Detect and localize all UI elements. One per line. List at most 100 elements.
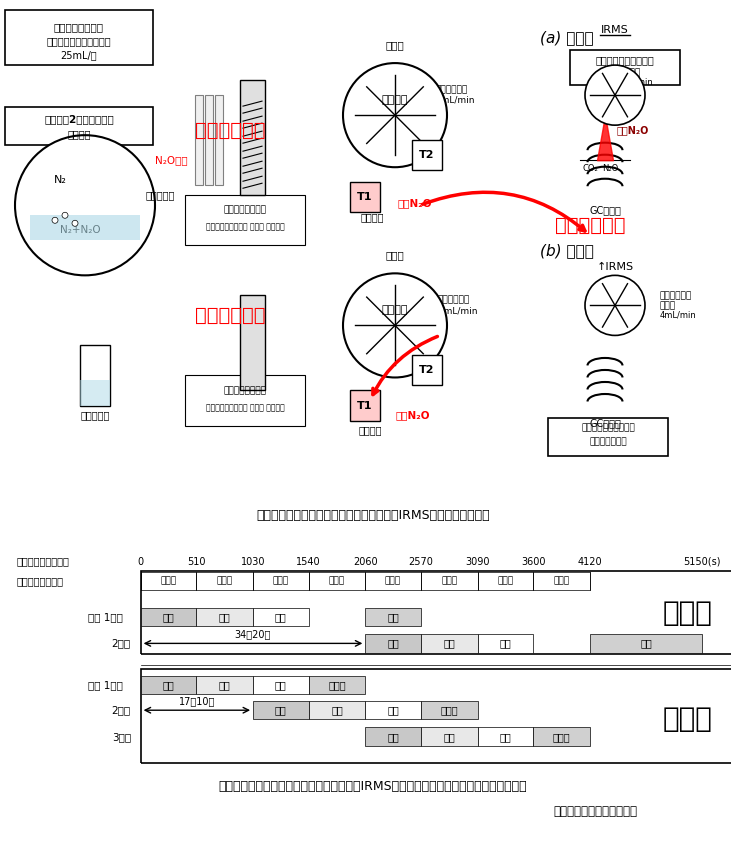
Text: （自作）: （自作） (67, 130, 91, 139)
Text: ベント: ベント (554, 576, 569, 586)
Text: 分離フェーズ: 分離フェーズ (555, 216, 625, 235)
FancyBboxPatch shape (141, 572, 196, 590)
FancyBboxPatch shape (253, 572, 309, 590)
Text: バルブポジション: バルブポジション (17, 576, 64, 586)
FancyBboxPatch shape (366, 634, 421, 652)
Text: 3090: 3090 (466, 556, 490, 567)
FancyBboxPatch shape (185, 195, 305, 245)
Circle shape (62, 213, 68, 219)
Circle shape (52, 217, 58, 223)
Text: T1: T1 (357, 193, 373, 202)
FancyBboxPatch shape (412, 140, 442, 170)
Text: 改良点：2穴あき注射針: 改良点：2穴あき注射針 (44, 114, 114, 124)
Text: 改良点：バックフラッ: 改良点：バックフラッ (581, 423, 635, 432)
Text: ループ: ループ (273, 576, 289, 586)
FancyBboxPatch shape (548, 417, 668, 455)
Text: GCカラム: GCカラム (589, 206, 621, 215)
Circle shape (585, 276, 645, 335)
FancyBboxPatch shape (253, 607, 309, 626)
Text: 1540: 1540 (296, 556, 321, 567)
FancyBboxPatch shape (412, 355, 442, 385)
Text: 洗浄: 洗浄 (640, 638, 652, 648)
FancyBboxPatch shape (5, 107, 153, 145)
Text: 34分20秒: 34分20秒 (235, 629, 272, 639)
Text: 移動: 移動 (443, 638, 455, 648)
Text: 移動フェーズ: 移動フェーズ (195, 306, 266, 325)
FancyBboxPatch shape (366, 572, 421, 590)
Text: ベント: ベント (441, 576, 457, 586)
Text: 従来法: 従来法 (662, 600, 712, 627)
Text: ループ: ループ (498, 576, 513, 586)
FancyBboxPatch shape (309, 701, 366, 720)
FancyBboxPatch shape (215, 95, 223, 185)
Text: ケミカルトラップ: ケミカルトラップ (224, 206, 266, 215)
Text: ヘリウムガス
2mL/min: ヘリウムガス 2mL/min (438, 295, 477, 315)
Text: 4120: 4120 (577, 556, 602, 567)
Circle shape (343, 273, 447, 378)
Text: 濃縮: 濃縮 (387, 732, 399, 741)
FancyBboxPatch shape (477, 572, 533, 590)
Text: 5150(s): 5150(s) (683, 556, 721, 567)
Text: （二酸化炭素吸着剤 および 脱水剤）: （二酸化炭素吸着剤 および 脱水剤） (206, 403, 284, 412)
Text: 濃縮フェーズ: 濃縮フェーズ (195, 121, 266, 140)
Text: 分離: 分離 (275, 680, 286, 689)
Text: 試料 1本目: 試料 1本目 (87, 612, 122, 622)
FancyBboxPatch shape (141, 676, 196, 694)
Text: ベント: ベント (329, 576, 345, 586)
Text: ヘリウムガス: ヘリウムガス (609, 68, 641, 78)
FancyBboxPatch shape (240, 80, 265, 195)
Text: 分離: 分離 (499, 732, 511, 741)
Text: 試料 1本目: 試料 1本目 (87, 680, 122, 689)
Text: ヘリウムガス: ヘリウムガス (660, 291, 692, 300)
Text: 液体窒素: 液体窒素 (360, 213, 383, 222)
Text: 改良点：バルブ２追加: 改良点：バルブ２追加 (595, 55, 654, 65)
Text: 0: 0 (138, 556, 144, 567)
Text: 濃縮: 濃縮 (275, 705, 286, 715)
FancyBboxPatch shape (80, 380, 110, 405)
Text: サンプル瓶: サンプル瓶 (81, 410, 110, 421)
Text: 分離: 分離 (499, 638, 511, 648)
FancyBboxPatch shape (5, 10, 153, 65)
Text: 逆洗浄: 逆洗浄 (440, 705, 458, 715)
FancyBboxPatch shape (366, 701, 421, 720)
Text: （箭田佐衣子、中島泰弘）: （箭田佐衣子、中島泰弘） (554, 805, 638, 818)
Text: 濃縮: 濃縮 (163, 612, 175, 622)
Text: 移動: 移動 (219, 680, 231, 689)
Text: ケミカルトラップ: ケミカルトラップ (224, 386, 266, 395)
Text: 逆洗浄: 逆洗浄 (553, 732, 570, 741)
Text: 2060: 2060 (353, 556, 377, 567)
FancyBboxPatch shape (253, 676, 309, 694)
Text: 移動: 移動 (219, 612, 231, 622)
FancyBboxPatch shape (421, 634, 477, 652)
Text: バルブ１: バルブ１ (382, 305, 408, 315)
FancyBboxPatch shape (350, 182, 380, 213)
FancyBboxPatch shape (421, 727, 477, 746)
Text: 分析開始からの時間: 分析開始からの時間 (17, 556, 69, 567)
FancyBboxPatch shape (205, 95, 213, 185)
Text: 液化N₂O: 液化N₂O (395, 410, 430, 421)
FancyBboxPatch shape (421, 572, 477, 590)
Text: シュ（逆洗浄）: シュ（逆洗浄） (589, 437, 627, 446)
Text: ベント: ベント (660, 301, 676, 310)
Text: ベント: ベント (386, 40, 404, 50)
Text: GCカラム: GCカラム (589, 418, 621, 429)
Text: ↑IRMS: ↑IRMS (597, 263, 633, 272)
Text: 液体窒素: 液体窒素 (358, 426, 382, 435)
FancyBboxPatch shape (570, 50, 680, 86)
FancyBboxPatch shape (350, 391, 380, 421)
FancyBboxPatch shape (196, 572, 253, 590)
FancyBboxPatch shape (309, 572, 366, 590)
Text: 洗浄: 洗浄 (387, 612, 399, 622)
Text: 2本目: 2本目 (112, 705, 131, 715)
FancyBboxPatch shape (421, 701, 477, 720)
FancyBboxPatch shape (309, 676, 366, 694)
Text: 移動: 移動 (443, 732, 455, 741)
FancyBboxPatch shape (253, 701, 309, 720)
Text: 3600: 3600 (521, 556, 545, 567)
Text: サンプル瓶: サンプル瓶 (145, 190, 175, 200)
Text: (a) ループ: (a) ループ (540, 30, 594, 45)
Text: IRMS: IRMS (601, 25, 629, 35)
FancyBboxPatch shape (80, 346, 110, 405)
Text: 濃縮: 濃縮 (387, 638, 399, 648)
Text: N₂: N₂ (54, 175, 66, 185)
